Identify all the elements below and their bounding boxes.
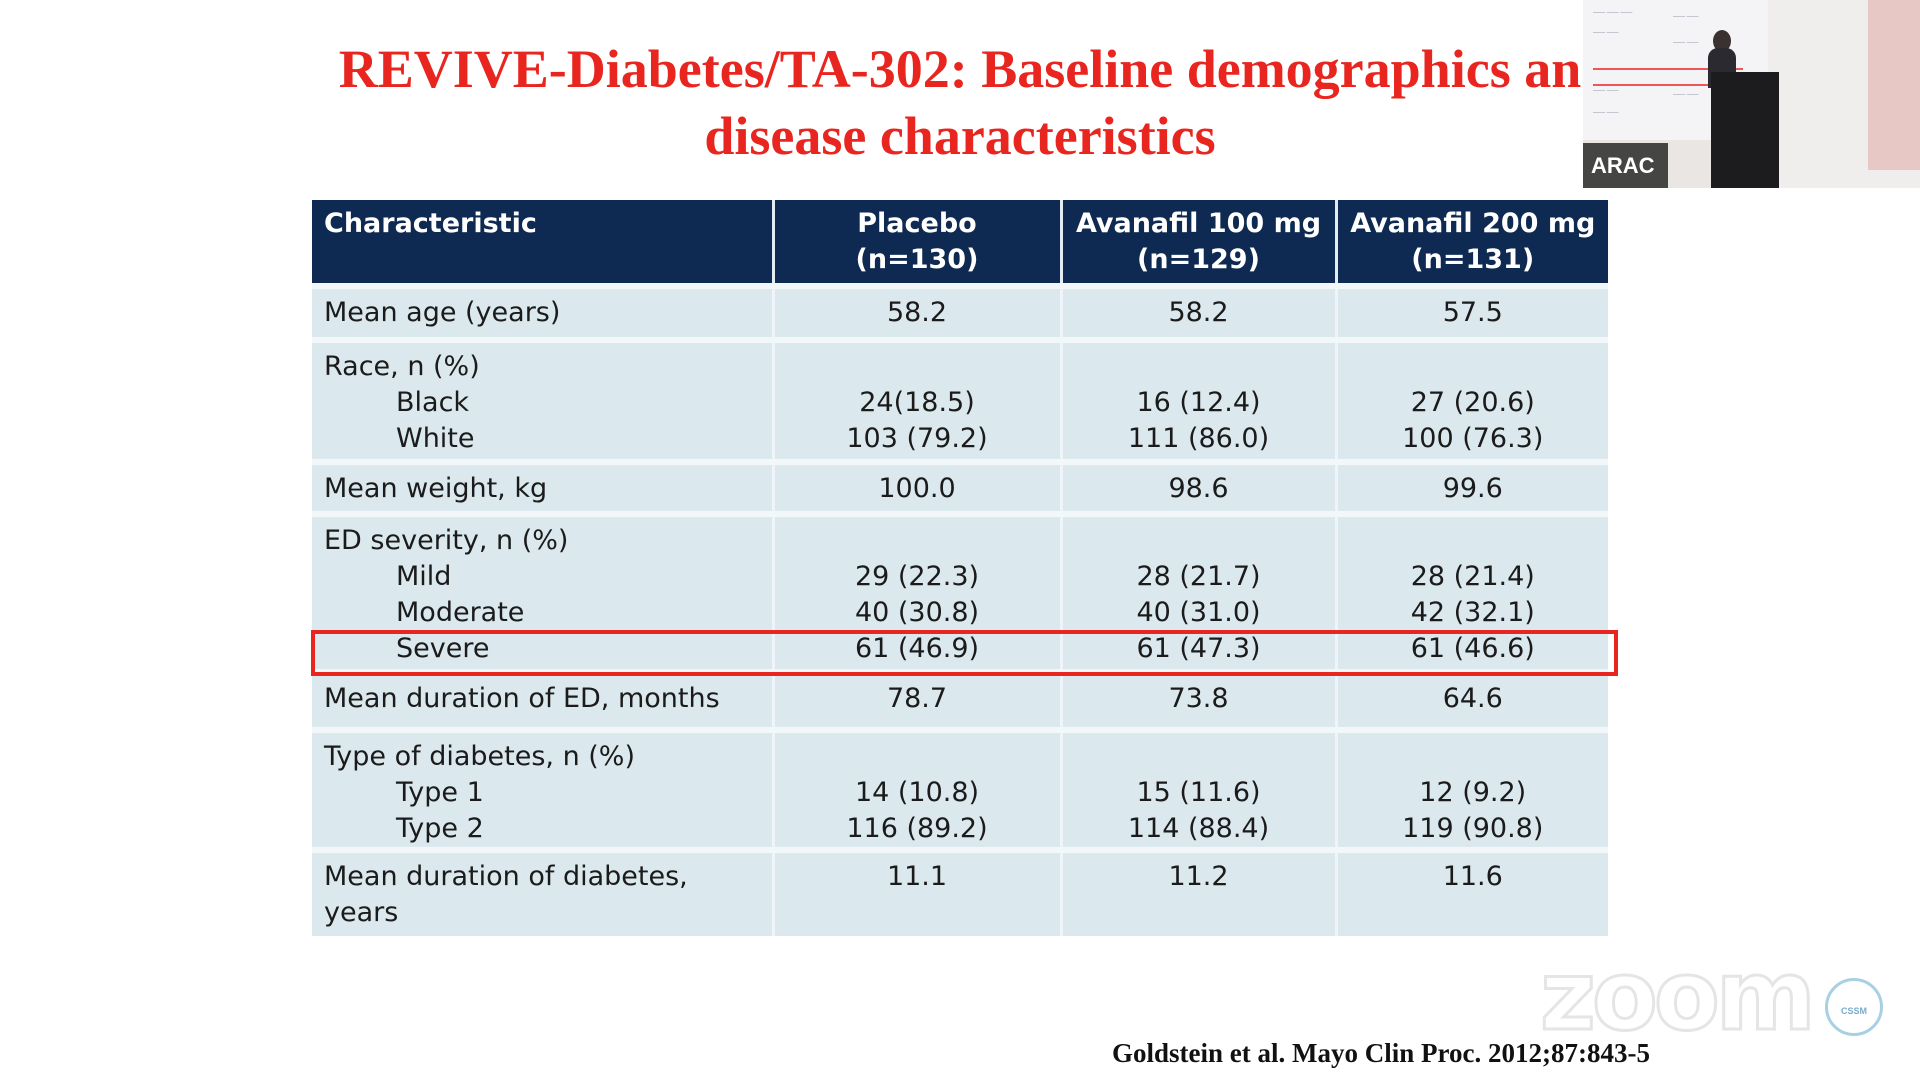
cell-value: 64.6	[1336, 669, 1608, 730]
slide-title: REVIVE-Diabetes/TA-302: Baseline demogra…	[280, 36, 1640, 170]
speaker-video-thumbnail[interactable]: —— —— —— —— —— —— —— —— —— —— —— —— —— —…	[1583, 0, 1920, 188]
society-logo-icon: CSSM	[1825, 978, 1883, 1036]
table-row: Mean weight, kg 100.0 98.6 99.6	[312, 459, 1608, 514]
row-label: ED severity, n (%) Mild Moderate Severe	[312, 511, 775, 672]
slide-title-line-2: disease characteristics	[704, 106, 1216, 166]
cell-value: 58.2	[773, 283, 1063, 340]
baseline-characteristics-table: Characteristic Placebo (n=130) Avanafil …	[312, 200, 1608, 936]
cell-value: 12 (9.2) 119 (90.8)	[1336, 727, 1608, 850]
slide-citation: Goldstein et al. Mayo Clin Proc. 2012;87…	[1112, 1038, 1650, 1068]
table-row: Race, n (%) Black White 24(18.5) 103 (79…	[312, 337, 1608, 462]
row-label: Type of diabetes, n (%) Type 1 Type 2	[312, 727, 775, 850]
table-header-row: Characteristic Placebo (n=130) Avanafil …	[312, 200, 1608, 286]
cell-value: 100.0	[773, 459, 1063, 514]
cell-value: 29 (22.3) 40 (30.8) 61 (46.9)	[773, 511, 1063, 672]
cell-value: 28 (21.4) 42 (32.1) 61 (46.6)	[1336, 511, 1608, 672]
row-label: Mean duration of diabetes, years	[312, 847, 775, 936]
cell-value: 27 (20.6) 100 (76.3)	[1336, 337, 1608, 462]
podium	[1711, 72, 1779, 188]
table-row: Mean duration of ED, months 78.7 73.8 64…	[312, 669, 1608, 730]
cell-value: 11.1	[773, 847, 1063, 936]
speaker-head	[1713, 30, 1731, 52]
webcam-background-slide: —— —— —— —— —— —— —— —— —— —— —— —— —— —…	[1583, 0, 1768, 140]
table-row: Mean duration of diabetes, years 11.1 11…	[312, 847, 1608, 936]
severe-row-highlight-box	[311, 630, 1618, 676]
cell-value: 24(18.5) 103 (79.2)	[773, 337, 1063, 462]
cell-value: 11.6	[1336, 847, 1608, 936]
table-row: Type of diabetes, n (%) Type 1 Type 2 14…	[312, 727, 1608, 850]
cell-value: 78.7	[773, 669, 1063, 730]
row-label: Mean duration of ED, months	[312, 669, 775, 730]
table-row: ED severity, n (%) Mild Moderate Severe …	[312, 511, 1608, 672]
cell-value: 57.5	[1336, 283, 1608, 340]
cell-value: 98.6	[1061, 459, 1338, 514]
participant-name-label: ARAC	[1583, 143, 1668, 188]
header-avanafil-100: Avanafil 100 mg (n=129)	[1061, 200, 1338, 286]
cell-value: 73.8	[1061, 669, 1338, 730]
cell-value: 58.2	[1061, 283, 1338, 340]
header-placebo: Placebo (n=130)	[773, 200, 1063, 286]
cell-value: 11.2	[1061, 847, 1338, 936]
row-label: Race, n (%) Black White	[312, 337, 775, 462]
row-label: Mean age (years)	[312, 283, 775, 340]
row-label: Mean weight, kg	[312, 459, 775, 514]
cell-value: 16 (12.4) 111 (86.0)	[1061, 337, 1338, 462]
header-avanafil-200: Avanafil 200 mg (n=131)	[1336, 200, 1608, 286]
cell-value: 28 (21.7) 40 (31.0) 61 (47.3)	[1061, 511, 1338, 672]
table-row: Mean age (years) 58.2 58.2 57.5	[312, 283, 1608, 340]
cell-value: 99.6	[1336, 459, 1608, 514]
zoom-watermark: zoom	[1539, 939, 1818, 1054]
cell-value: 14 (10.8) 116 (89.2)	[773, 727, 1063, 850]
header-characteristic: Characteristic	[312, 200, 775, 286]
slide-title-line-1: REVIVE-Diabetes/TA-302: Baseline demogra…	[338, 39, 1582, 99]
cell-value: 15 (11.6) 114 (88.4)	[1061, 727, 1338, 850]
